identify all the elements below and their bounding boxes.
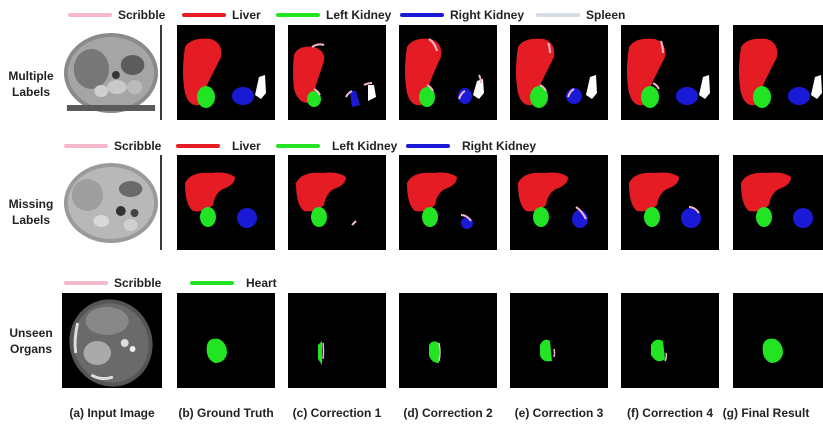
legend-item-scribble: Scribble (64, 275, 161, 291)
legend-item-scribble: Scribble (68, 7, 165, 23)
legend-label: Scribble (114, 276, 162, 290)
legend-item-left-kidney: Left Kidney (276, 138, 397, 154)
row-label-text: Missing Labels (8, 197, 54, 227)
legend-row-1: Scribble Liver Left Kidney Right Kidney … (0, 7, 823, 23)
correction-3-row-3 (510, 293, 608, 388)
correction-1-row-2 (288, 155, 386, 250)
input-image-ct-chest (62, 293, 162, 388)
legend-label: Right Kidney (450, 8, 524, 22)
legend-label: Right Kidney (462, 139, 536, 153)
legend-row-2: Scribble Liver Left Kidney Right Kidney (0, 138, 823, 154)
col-label-input: (a) Input Image (69, 406, 155, 420)
left-kidney-swatch (276, 144, 320, 148)
segmentation-mask-icon (762, 338, 783, 363)
legend-label: Left Kidney (326, 8, 392, 22)
correction-2-row-3 (399, 293, 497, 388)
legend-item-liver: Liver (176, 138, 261, 154)
legend-label: Scribble (114, 139, 162, 153)
correction-1-row-1 (288, 25, 386, 120)
liver-swatch (182, 13, 226, 17)
correction-3-row-2 (510, 155, 608, 250)
correction-4-row-3 (621, 293, 719, 388)
legend-item-heart: Heart (190, 275, 277, 291)
segmentation-mask-icon (296, 172, 357, 227)
mri-slice-icon (62, 155, 160, 250)
scribble-swatch (64, 281, 108, 285)
legend-row-3: Scribble Heart (0, 275, 823, 291)
col-label-correction-2: (d) Correction 2 (403, 406, 493, 420)
segmentation-mask-icon (741, 172, 813, 228)
heart-swatch (190, 281, 234, 285)
segmentation-mask-icon (405, 38, 484, 107)
final-result-row-2 (733, 155, 823, 250)
spleen-swatch (536, 13, 580, 17)
ground-truth-row-1 (177, 25, 275, 120)
right-kidney-swatch (400, 13, 444, 17)
col-label-ground-truth: (b) Ground Truth (178, 406, 274, 420)
col-label-correction-4: (f) Correction 4 (626, 406, 713, 420)
scribble-swatch (64, 144, 108, 148)
legend-label: Heart (246, 276, 277, 290)
ct-slice-icon (62, 293, 160, 388)
mri-slice-icon (62, 25, 160, 120)
ground-truth-row-2 (177, 155, 275, 250)
segmentation-mask-icon (518, 172, 588, 228)
input-image-abdomen-1 (62, 25, 162, 120)
row-label-multiple: Multiple Labels (0, 68, 62, 100)
segmentation-mask-icon (739, 38, 822, 108)
correction-2-row-1 (399, 25, 497, 120)
correction-3-row-1 (510, 25, 608, 120)
segmentation-mask-icon (629, 172, 701, 228)
correction-4-row-2 (621, 155, 719, 250)
col-label-final-result: (g) Final Result (722, 406, 810, 420)
segmentation-mask-icon (651, 339, 668, 362)
right-kidney-swatch (406, 144, 450, 148)
correction-4-row-1 (621, 25, 719, 120)
legend-item-left-kidney: Left Kidney (276, 7, 391, 23)
col-label-correction-1: (c) Correction 1 (292, 406, 382, 420)
legend-label: Scribble (118, 8, 166, 22)
legend-item-right-kidney: Right Kidney (406, 138, 536, 154)
scribble-swatch (68, 13, 112, 17)
row-label-text: Multiple Labels (8, 69, 54, 99)
segmentation-mask-icon (293, 43, 376, 107)
legend-item-scribble: Scribble (64, 138, 161, 154)
left-kidney-swatch (276, 13, 320, 17)
segmentation-mask-icon (318, 341, 325, 365)
segmentation-mask-icon (206, 338, 227, 363)
liver-swatch (176, 144, 220, 148)
segmentation-mask-icon (185, 172, 257, 228)
final-result-row-1 (733, 25, 823, 120)
row-label-missing: Missing Labels (0, 196, 62, 228)
row-label-unseen: Unseen Organs (0, 325, 62, 357)
correction-1-row-3 (288, 293, 386, 388)
segmentation-mask-icon (407, 172, 473, 229)
col-label-correction-3: (e) Correction 3 (514, 406, 604, 420)
legend-item-right-kidney: Right Kidney (400, 7, 524, 23)
final-result-row-3 (733, 293, 823, 388)
correction-2-row-2 (399, 155, 497, 250)
segmentation-mask-icon (183, 38, 266, 108)
legend-label: Left Kidney (332, 139, 398, 153)
input-image-abdomen-2 (62, 155, 162, 250)
segmentation-mask-icon (429, 341, 441, 363)
legend-label: Liver (232, 139, 261, 153)
legend-item-spleen: Spleen (536, 7, 625, 23)
legend-item-liver: Liver (182, 7, 261, 23)
row-label-text: Unseen Organs (9, 326, 53, 356)
segmentation-mask-icon (627, 38, 710, 108)
legend-label: Liver (232, 8, 261, 22)
segmentation-mask-icon (540, 339, 556, 362)
legend-label: Spleen (586, 8, 626, 22)
ground-truth-row-3 (177, 293, 275, 388)
segmentation-mask-icon (516, 38, 597, 108)
